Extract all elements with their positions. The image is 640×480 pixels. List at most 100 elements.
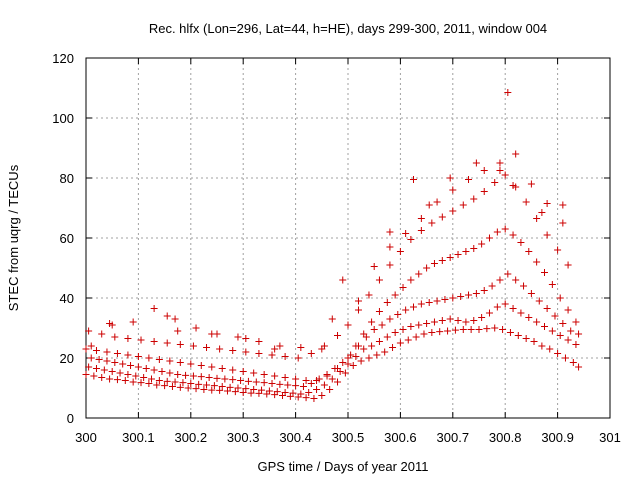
data-point bbox=[428, 329, 436, 336]
x-tick-label: 300.9 bbox=[541, 430, 574, 445]
data-point bbox=[533, 215, 541, 222]
data-point bbox=[124, 371, 132, 378]
data-point bbox=[334, 365, 342, 372]
data-point bbox=[166, 369, 174, 377]
data-point bbox=[475, 326, 483, 333]
axis-ticks bbox=[85, 57, 611, 419]
data-point bbox=[260, 379, 268, 387]
data-point bbox=[307, 350, 315, 357]
data-point bbox=[501, 300, 509, 308]
data-point bbox=[268, 380, 276, 387]
data-point bbox=[386, 261, 394, 269]
data-point bbox=[166, 357, 174, 365]
data-point bbox=[234, 333, 242, 341]
data-point bbox=[310, 395, 318, 402]
data-point bbox=[491, 179, 499, 186]
data-point bbox=[556, 294, 564, 302]
data-point bbox=[171, 315, 179, 323]
data-point bbox=[522, 198, 530, 206]
data-point bbox=[119, 360, 127, 368]
data-point bbox=[399, 326, 407, 333]
data-point bbox=[307, 380, 315, 387]
data-point bbox=[501, 225, 509, 233]
data-point bbox=[113, 350, 121, 357]
data-point bbox=[438, 257, 446, 264]
data-point bbox=[480, 167, 488, 174]
y-axis-label: STEC from uqrg / TECUs bbox=[6, 164, 21, 311]
data-point bbox=[255, 350, 263, 357]
data-point bbox=[444, 327, 452, 335]
data-point bbox=[187, 360, 195, 368]
data-point bbox=[472, 290, 480, 297]
data-point bbox=[95, 356, 103, 363]
data-point bbox=[430, 318, 438, 326]
data-point bbox=[561, 354, 569, 362]
data-point bbox=[213, 374, 221, 382]
data-point bbox=[396, 339, 404, 347]
data-point bbox=[493, 303, 501, 311]
data-point bbox=[543, 305, 551, 312]
data-point bbox=[284, 381, 292, 389]
data-point bbox=[485, 309, 493, 317]
data-point bbox=[572, 341, 580, 348]
data-point bbox=[472, 159, 480, 167]
data-point bbox=[268, 351, 276, 359]
data-point bbox=[294, 354, 302, 362]
data-point bbox=[438, 213, 446, 221]
data-point bbox=[480, 188, 488, 195]
data-point bbox=[525, 314, 533, 321]
data-point bbox=[145, 354, 153, 362]
data-point bbox=[231, 388, 239, 396]
data-point bbox=[106, 375, 114, 383]
data-point bbox=[449, 186, 457, 194]
data-point bbox=[459, 201, 467, 209]
x-axis-label: GPS time / Days of year 2011 bbox=[258, 459, 429, 474]
data-point bbox=[100, 366, 108, 374]
data-point bbox=[438, 317, 446, 324]
data-point bbox=[302, 377, 310, 384]
data-point bbox=[368, 342, 376, 350]
data-point bbox=[470, 317, 478, 324]
data-point bbox=[281, 389, 289, 396]
data-point bbox=[276, 380, 284, 388]
data-point bbox=[391, 291, 399, 299]
data-point bbox=[375, 276, 383, 284]
data-point bbox=[150, 305, 158, 312]
x-tick-label: 300.7 bbox=[437, 430, 470, 445]
data-point bbox=[313, 386, 321, 393]
data-point bbox=[470, 195, 478, 203]
data-point bbox=[551, 312, 559, 320]
data-point bbox=[273, 388, 281, 396]
data-point bbox=[412, 333, 420, 341]
data-point bbox=[318, 345, 326, 353]
data-point bbox=[163, 312, 171, 320]
data-point bbox=[504, 270, 512, 278]
data-point bbox=[375, 338, 383, 345]
data-point bbox=[546, 345, 554, 353]
data-point bbox=[375, 308, 383, 315]
data-point bbox=[433, 198, 441, 206]
data-point bbox=[548, 327, 556, 335]
data-point bbox=[496, 159, 504, 167]
data-point bbox=[92, 365, 100, 372]
data-point bbox=[368, 318, 376, 326]
data-point bbox=[216, 386, 224, 394]
data-point bbox=[436, 328, 444, 336]
data-point bbox=[402, 230, 410, 237]
data-point bbox=[554, 350, 562, 357]
data-point bbox=[140, 374, 148, 381]
data-point bbox=[365, 291, 373, 299]
data-point bbox=[543, 200, 551, 207]
data-point bbox=[142, 365, 150, 372]
data-point bbox=[465, 291, 473, 299]
data-point bbox=[370, 326, 378, 333]
data-point bbox=[121, 377, 129, 384]
data-point bbox=[425, 201, 433, 209]
data-point bbox=[174, 327, 182, 335]
data-point bbox=[129, 318, 137, 326]
data-point bbox=[417, 227, 425, 234]
data-point bbox=[541, 269, 548, 276]
data-point bbox=[509, 231, 517, 239]
data-point bbox=[134, 363, 142, 371]
x-tick-label: 300.5 bbox=[332, 430, 365, 445]
